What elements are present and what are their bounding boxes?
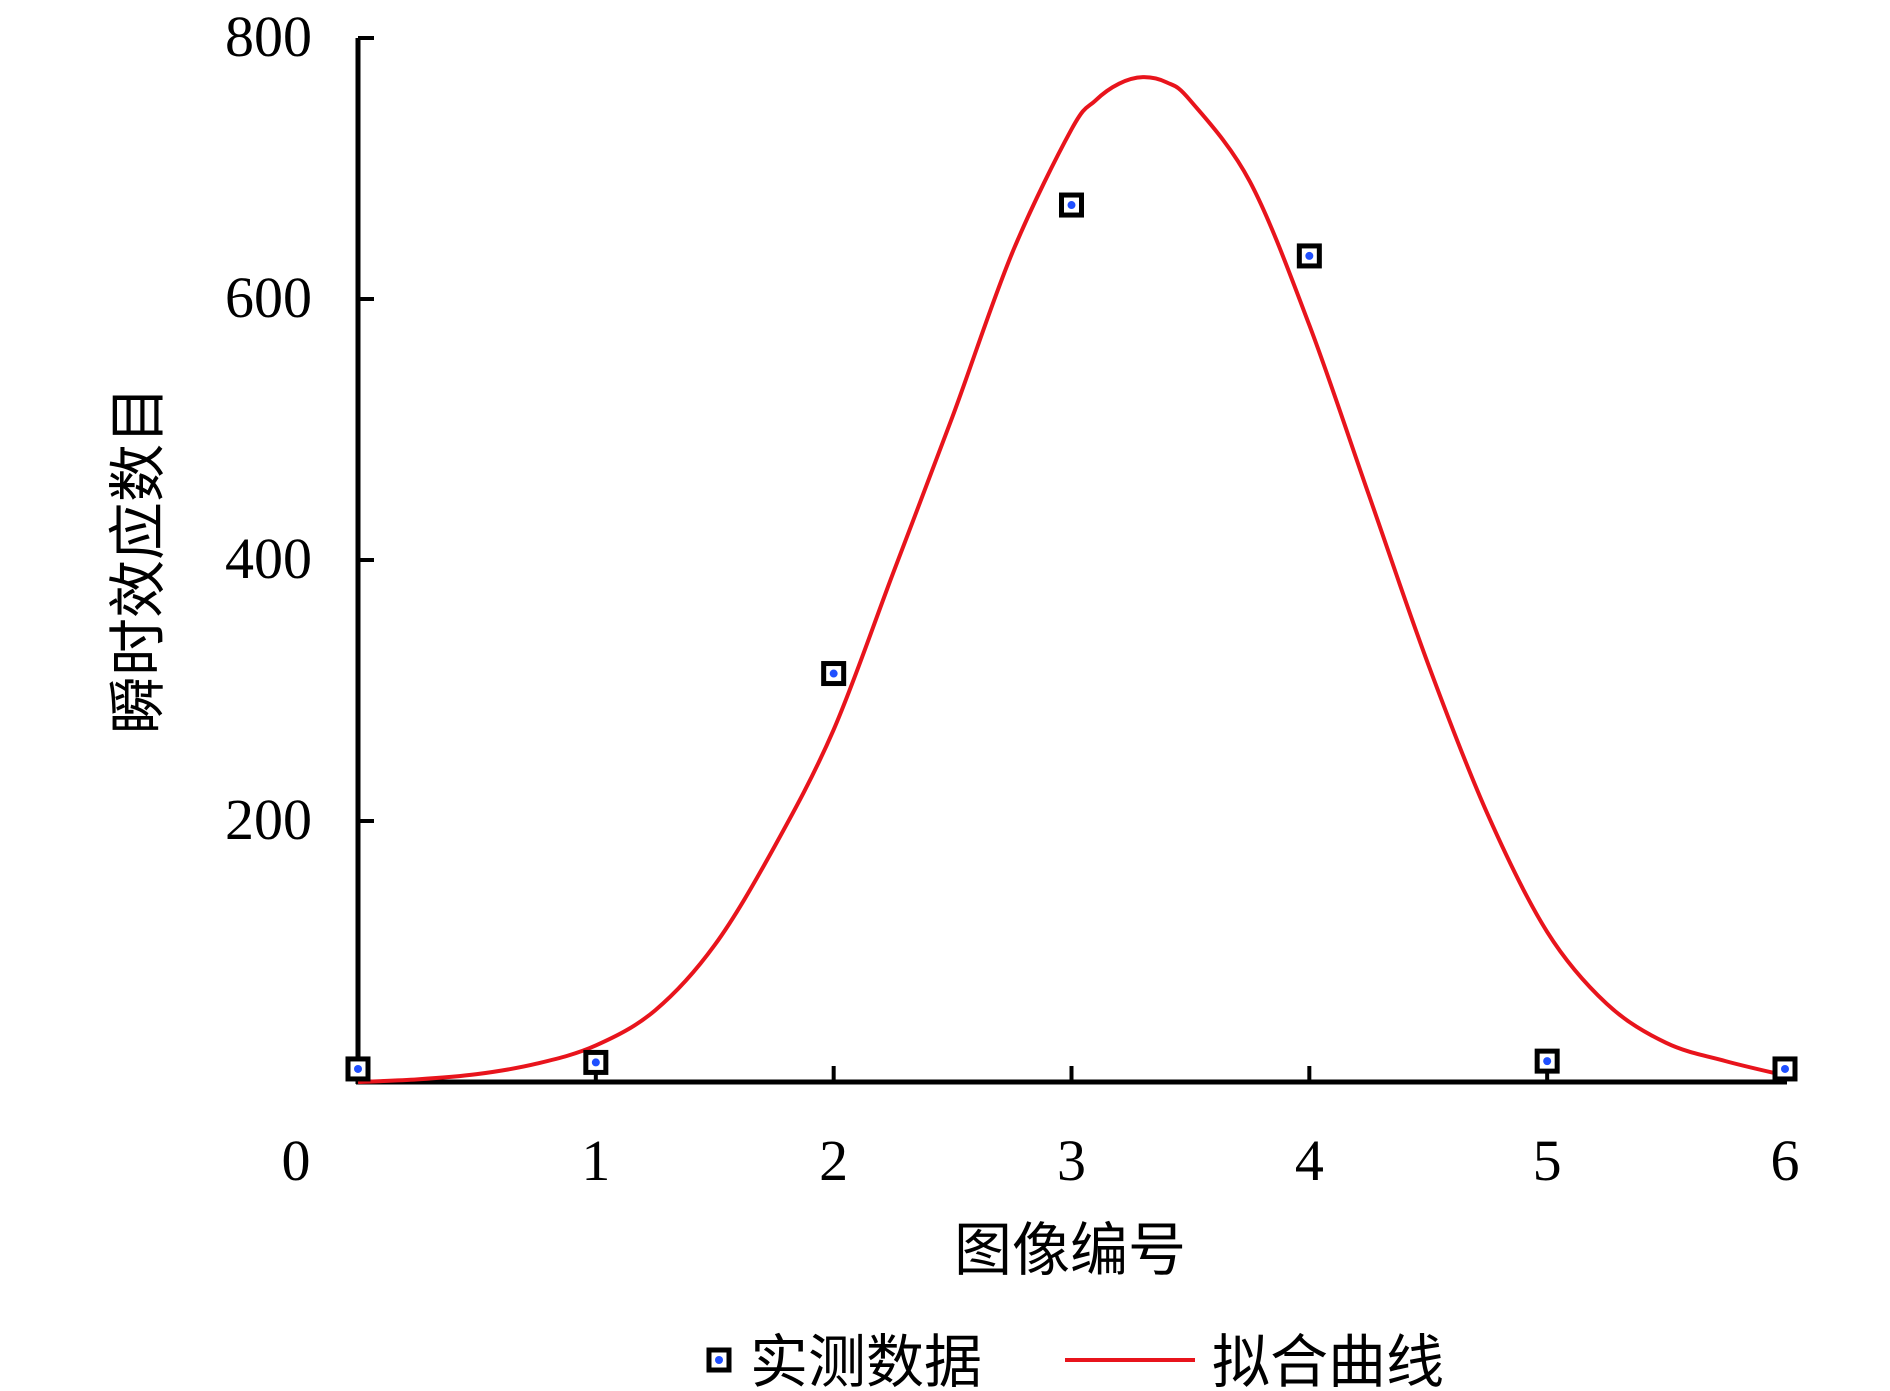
- y-tick-label: 200: [225, 787, 312, 852]
- data-point: [1059, 192, 1084, 218]
- data-point: [583, 1049, 609, 1075]
- x-axis-title: 图像编号: [954, 1216, 1186, 1284]
- y-tick-label: 600: [225, 265, 312, 330]
- legend: 实测数据 拟合曲线: [706, 1328, 1444, 1391]
- legend-label-measured: 实测数据: [750, 1328, 982, 1391]
- data-point: [1772, 1056, 1798, 1082]
- legend-item-measured: 实测数据: [706, 1328, 982, 1391]
- data-point: [1534, 1048, 1560, 1074]
- x-axis-ticks: 0 1 2 3 4 5 6: [282, 1066, 1800, 1193]
- data-point-dot: [354, 1064, 362, 1073]
- x-tick-label: 1: [581, 1128, 610, 1193]
- legend-marker-dot: [715, 1356, 723, 1364]
- x-tick-label: 2: [819, 1128, 848, 1193]
- y-tick-label: 800: [225, 4, 312, 69]
- data-point-dot: [1067, 201, 1076, 210]
- fit-curve-line: [357, 75, 1786, 1084]
- y-axis-title: 瞬时效应数目: [104, 386, 172, 734]
- measured-data-markers: [345, 192, 1798, 1082]
- legend-label-fit: 拟合曲线: [1212, 1328, 1444, 1391]
- data-point: [821, 661, 847, 687]
- plot-area: 200 400 600 800 0 1 2 3 4 5 6: [225, 4, 1800, 1193]
- legend-item-fit: 拟合曲线: [1065, 1328, 1444, 1391]
- data-point-dot: [1305, 251, 1314, 260]
- x-tick-label: 4: [1295, 1128, 1324, 1193]
- x-tick-label: 3: [1057, 1128, 1086, 1193]
- data-point: [1296, 243, 1322, 269]
- data-point: [345, 1056, 371, 1082]
- data-point-dot: [1781, 1064, 1789, 1073]
- y-axis-ticks: 200 400 600 800: [225, 4, 374, 852]
- x-tick-label: 5: [1533, 1128, 1562, 1193]
- data-point-dot: [829, 669, 838, 678]
- x-tick-label: 6: [1771, 1128, 1800, 1193]
- x-tick-label: 0: [282, 1128, 311, 1193]
- legend-marker-square: [706, 1347, 732, 1373]
- data-point-dot: [591, 1058, 600, 1067]
- data-point-dot: [1543, 1057, 1552, 1066]
- y-tick-label: 400: [225, 526, 312, 591]
